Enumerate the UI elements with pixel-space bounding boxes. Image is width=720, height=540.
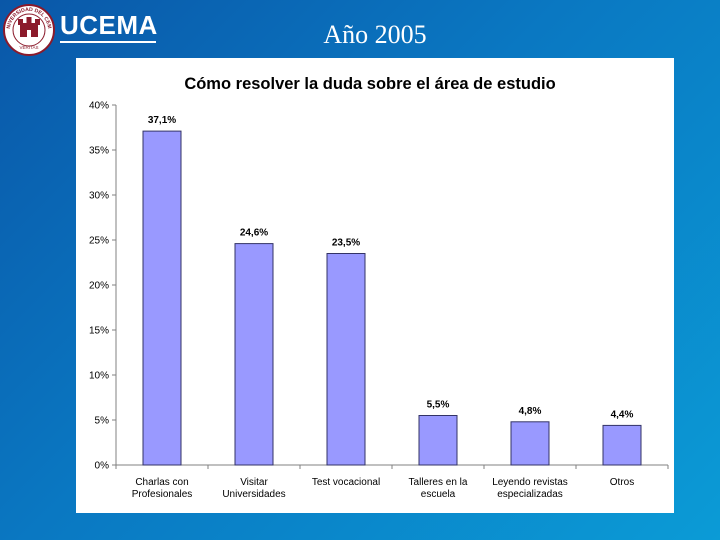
data-label: 5,5%: [427, 400, 450, 411]
ucema-logo: UCEMA: [60, 12, 158, 43]
x-category-label: Test vocacional: [312, 477, 380, 488]
chart-title: Cómo resolver la duda sobre el área de e…: [184, 75, 555, 93]
x-category-label: Talleres en la: [409, 477, 468, 488]
y-tick-label: 20%: [89, 281, 109, 292]
y-tick-label: 30%: [89, 191, 109, 202]
bar-chart: Cómo resolver la duda sobre el área de e…: [89, 75, 669, 500]
data-label: 24,6%: [240, 228, 268, 239]
bar: [234, 243, 274, 466]
y-tick-label: 5%: [95, 416, 110, 427]
data-label: 37,1%: [148, 115, 176, 126]
logo-underline: [60, 41, 156, 43]
bar: [602, 424, 642, 466]
data-label: 23,5%: [332, 238, 360, 249]
bar: [418, 415, 458, 466]
x-category-label: Profesionales: [132, 489, 193, 500]
chart-panel: Cómo resolver la duda sobre el área de e…: [76, 58, 674, 513]
bar: [142, 130, 182, 466]
university-seal-logo: UNIVERSIDAD DEL CEMA VERITAS: [2, 3, 55, 56]
y-tick-label: 10%: [89, 371, 109, 382]
y-tick-label: 15%: [89, 326, 109, 337]
y-tick-label: 40%: [89, 101, 109, 112]
x-category-label: Visitar: [240, 477, 268, 488]
slide-title: Año 2005: [323, 20, 427, 49]
bar: [510, 421, 550, 466]
y-tick-label: 25%: [89, 236, 109, 247]
y-tick-label: 35%: [89, 146, 109, 157]
x-category-label: escuela: [421, 489, 456, 500]
data-label: 4,8%: [519, 406, 542, 417]
bar: [326, 253, 366, 466]
logo-text: UCEMA: [60, 10, 158, 40]
x-category-label: Charlas con: [135, 477, 188, 488]
seal-motto: VERITAS: [20, 45, 39, 50]
x-category-label: especializadas: [497, 489, 563, 500]
x-category-label: Leyendo revistas: [492, 477, 568, 488]
x-category-label: Universidades: [222, 489, 285, 500]
data-label: 4,4%: [611, 409, 634, 420]
x-category-label: Otros: [610, 477, 634, 488]
y-tick-label: 0%: [95, 461, 110, 472]
